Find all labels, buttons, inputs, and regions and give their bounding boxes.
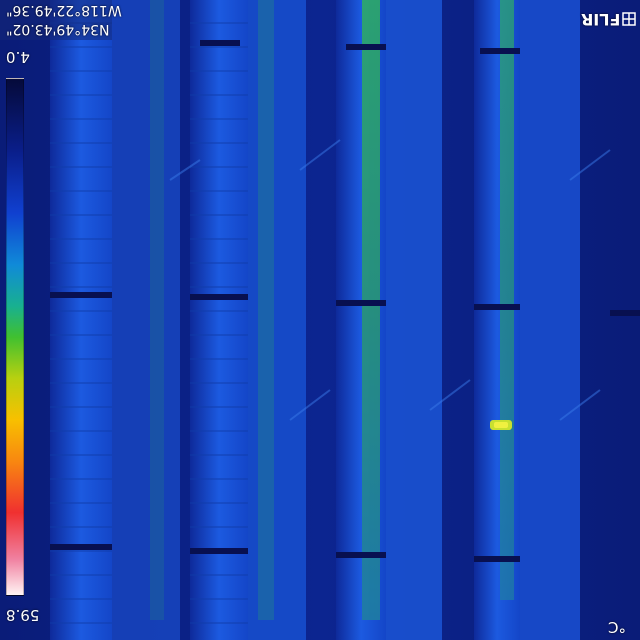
panel-joints bbox=[50, 40, 640, 562]
reflections bbox=[169, 139, 611, 421]
gps-panel bbox=[0, 0, 112, 40]
hotspot bbox=[490, 420, 512, 430]
temperature-unit: °C bbox=[608, 618, 626, 636]
color-scale-bar bbox=[6, 78, 24, 596]
panel-rows bbox=[50, 0, 580, 640]
flir-logo-icon bbox=[622, 12, 636, 26]
gps-longitude: W118°22'49.36" bbox=[6, 2, 122, 18]
brand-logo: FLIR bbox=[580, 10, 620, 29]
gps-latitude: N34°49'43.02" bbox=[6, 21, 110, 37]
warm-strips bbox=[150, 0, 514, 620]
scale-bottom-value: 59.8 bbox=[6, 606, 40, 624]
scale-top-value: 4.0 bbox=[6, 48, 30, 66]
